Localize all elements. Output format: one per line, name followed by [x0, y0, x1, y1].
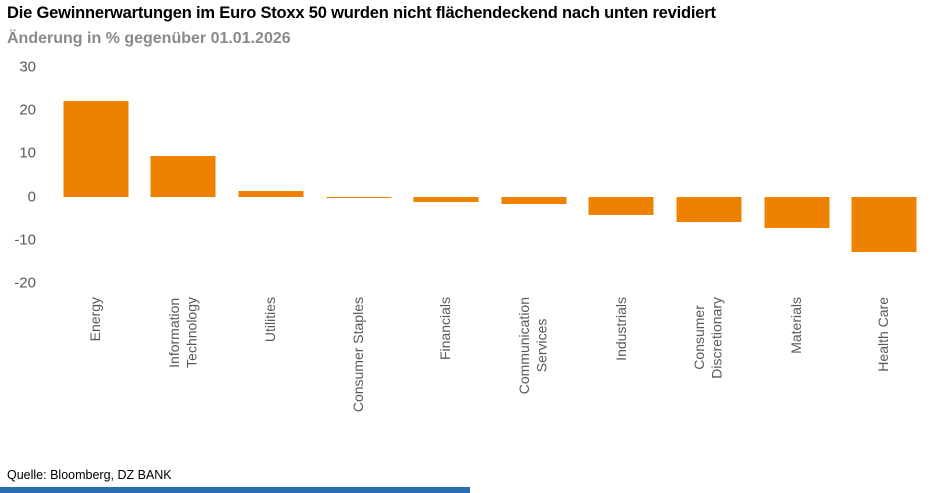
y-tick-label: 30	[19, 58, 36, 76]
bar	[326, 196, 392, 198]
category-label: Information Technology	[165, 297, 200, 368]
bar	[63, 100, 129, 197]
y-tick-label: -10	[14, 231, 36, 249]
bar	[150, 155, 216, 197]
y-tick-label: 10	[19, 144, 36, 162]
category-label: Utilities	[262, 297, 279, 343]
category-label: Communication Services	[516, 297, 550, 395]
bar	[851, 196, 917, 252]
bar	[764, 196, 830, 229]
category-label: Consumer Discretionary	[691, 297, 725, 379]
category-label-slot: Communication Services	[490, 297, 578, 459]
category-label: Materials	[787, 297, 804, 354]
category-label: Health Care	[875, 297, 892, 372]
bar	[501, 196, 567, 204]
bar-slot	[315, 67, 403, 283]
y-tick-label: 20	[19, 101, 36, 119]
category-label-slot: Financials	[402, 297, 490, 459]
category-label: Consumer Staples	[349, 297, 366, 413]
plot-area	[52, 67, 928, 283]
bar	[676, 196, 742, 222]
source-note: Quelle: Bloomberg, DZ BANK	[7, 468, 172, 482]
bar	[588, 196, 654, 216]
category-label: Energy	[87, 297, 104, 342]
category-label-slot: Utilities	[227, 297, 315, 459]
y-tick-label: -20	[14, 274, 36, 292]
category-label-slot: Consumer Staples	[315, 297, 403, 459]
y-axis: 30 20 10 0 -10 -20	[0, 59, 40, 292]
x-axis-labels: Energy Information Technology Utilities Con…	[52, 297, 928, 459]
category-label-slot: Industrials	[578, 297, 666, 459]
category-label-slot: Materials	[753, 297, 841, 459]
category-label: Industrials	[612, 297, 629, 361]
category-label-slot: Health Care	[840, 297, 928, 459]
footer-accent-bar	[0, 487, 470, 493]
category-label-slot: Information Technology	[140, 297, 228, 459]
bar-slot	[140, 67, 228, 283]
bar-slot	[578, 67, 666, 283]
bar-slot	[52, 67, 140, 283]
bar-slot	[227, 67, 315, 283]
bar	[413, 196, 479, 203]
bar-slot	[490, 67, 578, 283]
y-tick-label: 0	[27, 188, 36, 206]
page-subtitle: Änderung in % gegenüber 01.01.2026	[7, 30, 291, 47]
bar	[238, 190, 304, 197]
bar-slot	[840, 67, 928, 283]
bar-slot	[665, 67, 753, 283]
bar-slot	[402, 67, 490, 283]
page-title: Die Gewinnerwartungen im Euro Stoxx 50 w…	[7, 4, 716, 22]
bar-slot	[753, 67, 841, 283]
category-label-slot: Consumer Discretionary	[665, 297, 753, 459]
category-label: Financials	[437, 297, 454, 361]
category-label-slot: Energy	[52, 297, 140, 459]
